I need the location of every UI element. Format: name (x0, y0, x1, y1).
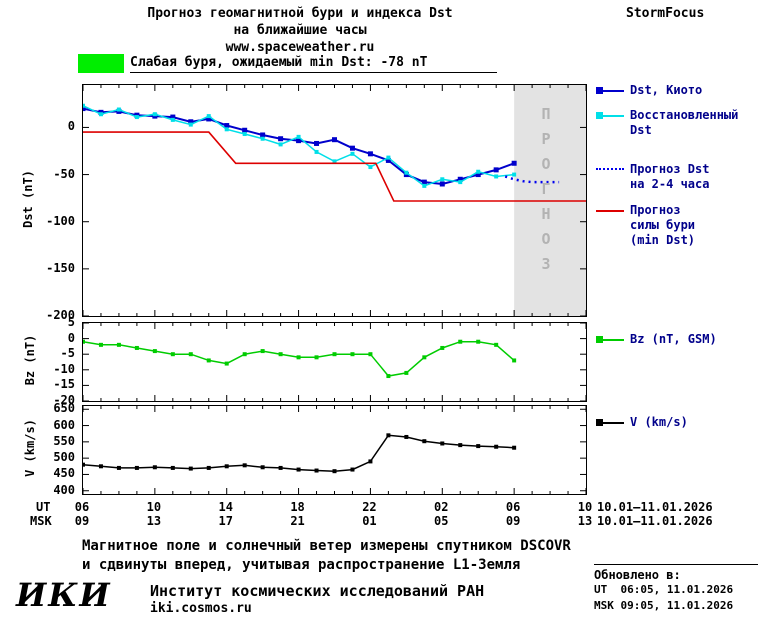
dst-kyoto-swatch (596, 86, 624, 96)
x-tick-label: 02 (434, 500, 449, 514)
y-tick-label: -150 (46, 260, 75, 275)
legend-item-bz: Bz (nT, GSM) (596, 332, 717, 347)
legend-label-restored-dst: Восстановленный Dst (630, 108, 739, 137)
x-tick-label: 21 (290, 514, 305, 528)
legend-item-v: V (km/s) (596, 415, 688, 430)
legend-label-bz: Bz (nT, GSM) (630, 332, 717, 346)
y-tick-label: -20 (53, 393, 75, 407)
updated-ut: UT 06:05, 11.01.2026 (594, 583, 734, 596)
x-tick-label: 01 (362, 514, 377, 528)
legend-item-restored-dst: Восстановленный Dst (596, 108, 738, 138)
v-axis-title: V (km/s) (23, 419, 37, 477)
legend-label-forecast-dst: Прогноз Dst на 2-4 часа (630, 162, 710, 191)
y-tick-label: 500 (53, 450, 75, 465)
legend-item-dst-kyoto: Dst, Киото (596, 83, 702, 98)
storm-alert: Слабая буря, ожидаемый min Dst: -78 nT (78, 54, 498, 73)
note-line2: и сдвинуты вперед, учитывая распростране… (82, 557, 521, 573)
institute-name: Институт космических исследований РАН (150, 582, 485, 600)
y-tick-label: -200 (46, 308, 75, 322)
y-tick-label: 650 (53, 401, 75, 416)
legend-label-forecast-storm: Прогноз силы бури (min Dst) (630, 203, 696, 247)
x-tick-label: 14 (218, 500, 233, 514)
x-tick-label: 22 (362, 500, 377, 514)
data-source-note: Магнитное поле и солнечный ветер измерен… (82, 537, 571, 575)
website-link[interactable]: www.spaceweather.ru (225, 40, 375, 55)
updated-msk: MSK 09:05, 11.01.2026 (594, 599, 734, 612)
y-tick-label: -50 (53, 166, 75, 181)
msk-date-range: 10.01–11.01.2026 (597, 514, 713, 528)
y-tick-label: 550 (53, 433, 75, 448)
dst-chart (82, 84, 587, 317)
v-swatch (596, 418, 624, 428)
bz-swatch (596, 335, 624, 345)
forecast-storm-swatch (596, 206, 624, 216)
x-tick-label: 06 (74, 500, 90, 514)
x-tick-label: 13 (577, 514, 593, 528)
y-tick-label: -5 (60, 346, 75, 361)
ut-row-label: UT (36, 500, 51, 514)
y-tick-label: 450 (53, 466, 75, 481)
y-tick-label: -10 (53, 361, 75, 376)
y-tick-label: -100 (46, 213, 75, 228)
forecast-region-label: П Р О Г Н О З (541, 105, 551, 273)
y-tick-label: 0 (67, 330, 75, 345)
y-tick-label: 400 (53, 482, 75, 497)
alert-text: Слабая буря, ожидаемый min Dst: -78 nT (130, 55, 498, 73)
legend-item-forecast-storm: Прогноз силы бури (min Dst) (596, 203, 695, 248)
legend-label-dst-kyoto: Dst, Киото (630, 83, 703, 97)
v-chart (82, 405, 587, 495)
note-line1: Магнитное поле и солнечный ветер измерен… (82, 538, 571, 554)
forecast-dst-swatch (596, 165, 624, 175)
x-tick-label: 13 (146, 514, 162, 528)
x-tick-label: 10 (146, 500, 162, 514)
dst-axis-title: Dst (nT) (21, 170, 35, 228)
x-tick-label: 10 (577, 500, 593, 514)
alert-swatch (78, 54, 124, 73)
updated-block: Обновлено в: UT 06:05, 11.01.2026 MSK 09… (594, 564, 758, 614)
x-tick-label: 06 (505, 500, 521, 514)
x-tick-label: 05 (434, 514, 449, 528)
y-tick-label: 5 (67, 315, 75, 329)
ut-date-range: 10.01–11.01.2026 (597, 500, 713, 514)
institute-site[interactable]: iki.cosmos.ru (150, 601, 252, 616)
y-tick-label: -15 (53, 377, 75, 392)
updated-label: Обновлено в: (594, 568, 681, 582)
y-tick-label: 600 (53, 417, 75, 432)
x-tick-label: 09 (74, 514, 90, 528)
x-tick-label: 18 (290, 500, 305, 514)
brand-label: StormFocus (626, 6, 705, 21)
msk-row-label: MSK (30, 514, 52, 528)
title-line2: на ближайшие часы (233, 23, 367, 38)
title-line1: Прогноз геомагнитной бури и индекса Dst (147, 6, 453, 21)
bz-axis-title: Bz (nT) (23, 334, 37, 386)
x-tick-label: 17 (218, 514, 233, 528)
legend-item-forecast-dst: Прогноз Dst на 2-4 часа (596, 162, 709, 192)
page-title: Прогноз геомагнитной бури и индекса Dst … (40, 5, 560, 56)
legend-label-v: V (km/s) (630, 415, 688, 429)
iki-logo: ИКИ (16, 576, 112, 614)
y-tick-label: 0 (67, 119, 75, 134)
bz-chart (82, 322, 587, 402)
x-tick-label: 09 (505, 514, 521, 528)
restored-dst-swatch (596, 111, 624, 121)
